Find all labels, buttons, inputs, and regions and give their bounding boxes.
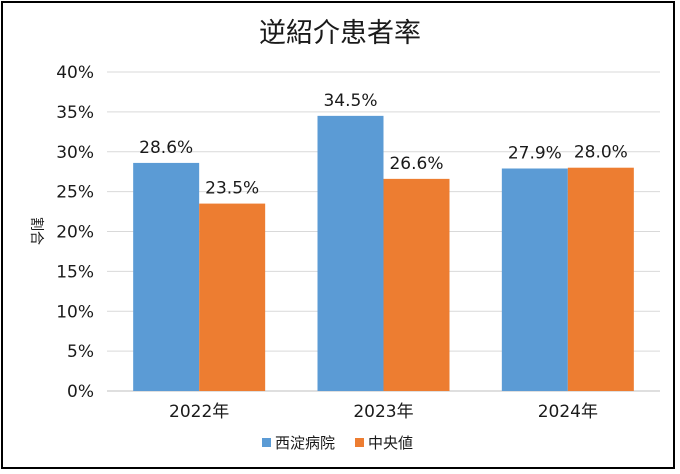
y-tick-label: 10% xyxy=(56,302,94,322)
y-tick-label: 30% xyxy=(56,143,94,163)
bar xyxy=(199,203,266,391)
x-tick-label: 2022年 xyxy=(169,402,229,422)
y-tick-label: 35% xyxy=(56,103,94,123)
x-axis-ticks: 2022年 2023年 2024年 xyxy=(169,402,598,422)
bar xyxy=(317,115,384,392)
data-label: 28.6% xyxy=(139,138,193,158)
y-tick-label: 15% xyxy=(56,262,94,282)
y-axis-label: 割合 xyxy=(28,217,45,245)
x-tick-label: 2024年 xyxy=(538,402,598,422)
y-tick-label: 40% xyxy=(56,63,94,83)
y-tick-label: 5% xyxy=(67,342,94,362)
data-labels: 28.6% 23.5% 34.5% 26.6% 27.9% 28.0% xyxy=(139,91,628,199)
x-tick-label: 2023年 xyxy=(353,402,413,422)
y-tick-label: 20% xyxy=(56,223,94,243)
data-label: 34.5% xyxy=(323,91,377,111)
legend-swatch xyxy=(355,438,364,447)
bar xyxy=(133,162,200,391)
data-label: 23.5% xyxy=(205,179,259,199)
bar xyxy=(567,167,634,391)
chart-title: 逆紹介患者率 xyxy=(259,18,421,49)
bar xyxy=(501,168,568,391)
y-axis-ticks: 0% 5% 10% 15% 20% 25% 30% 35% 40% xyxy=(56,63,94,402)
y-tick-label: 25% xyxy=(56,183,94,203)
bars xyxy=(133,115,634,392)
data-label: 28.0% xyxy=(574,143,628,163)
y-axis-label-group: 割合 xyxy=(28,217,45,245)
legend-swatch xyxy=(262,438,271,447)
legend: 西淀病院 中央値 xyxy=(262,434,413,452)
data-label: 26.6% xyxy=(389,154,443,174)
legend-label: 西淀病院 xyxy=(275,434,335,452)
bar xyxy=(383,178,450,391)
y-tick-label: 0% xyxy=(67,382,94,402)
legend-label: 中央値 xyxy=(368,434,413,452)
data-label: 27.9% xyxy=(508,143,562,163)
